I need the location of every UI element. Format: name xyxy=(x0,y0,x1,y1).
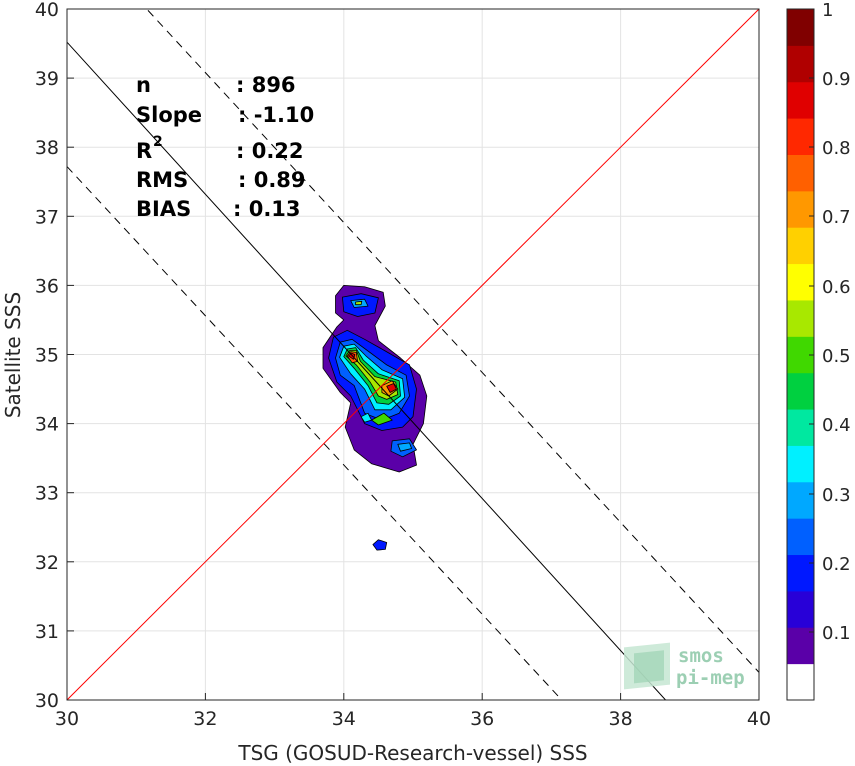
colorbar-segment xyxy=(787,263,814,301)
stat-slope-value: : -1.10 xyxy=(238,103,314,127)
colorbar-segment xyxy=(787,627,814,665)
y-tick-label: 34 xyxy=(35,414,59,436)
x-tick-label: 30 xyxy=(55,708,79,730)
stat-rms-key: RMS xyxy=(136,168,188,192)
colorbar-segment xyxy=(787,118,814,155)
colorbar-tick-label: 0.4 xyxy=(822,415,851,436)
y-tick-label: 38 xyxy=(35,137,59,159)
colorbar-tick-label: 0.6 xyxy=(822,277,851,298)
x-tick-label: 32 xyxy=(193,708,217,730)
fit-line xyxy=(67,41,666,700)
y-tick-label: 39 xyxy=(35,68,59,90)
colorbar-segment xyxy=(787,518,814,556)
stat-bias-value: : 0.13 xyxy=(233,197,301,221)
y-tick-label: 30 xyxy=(35,690,59,712)
stat-r2-sup: 2 xyxy=(153,134,163,150)
logo-text-pi-mep: pi-mep xyxy=(676,667,745,689)
fit-upper-bound-line xyxy=(147,10,759,673)
colorbar-segment xyxy=(787,81,814,119)
stat-n-key: n xyxy=(136,73,151,97)
contour-level xyxy=(360,412,372,423)
x-tick-label: 40 xyxy=(747,708,771,730)
y-axis-label: Satellite SSS xyxy=(1,292,25,418)
colorbar-segment xyxy=(787,190,814,228)
fit-lower-bound-line xyxy=(67,166,563,700)
stat-r2-key: R xyxy=(136,139,152,163)
stat-slope-key: Slope xyxy=(136,103,202,127)
colorbar-segment xyxy=(787,590,814,628)
colorbar-segment xyxy=(787,445,814,483)
stat-n-value: : 896 xyxy=(236,73,296,97)
colorbar-segment xyxy=(787,481,814,519)
colorbar-tick-label: 0.5 xyxy=(822,346,851,367)
x-tick-label: 38 xyxy=(609,708,633,730)
colorbar-tick-label: 0.8 xyxy=(822,138,851,159)
y-tick-label: 33 xyxy=(35,483,59,505)
colorbar-tick-label: 0.9 xyxy=(822,69,851,90)
colorbar-tick-label: 0.7 xyxy=(822,207,851,228)
stat-rms-value: : 0.89 xyxy=(238,168,306,192)
stats-box: n : 896 Slope : -1.10 R 2 : 0.22 RMS : 0… xyxy=(136,73,314,221)
logo-text-smos: smos xyxy=(678,645,724,667)
colorbar-segment xyxy=(787,663,814,701)
x-tick-label: 36 xyxy=(470,708,494,730)
x-tick-label: 34 xyxy=(332,708,356,730)
colorbar-tick-label: 0.3 xyxy=(822,485,851,506)
colorbar-segment xyxy=(787,154,814,192)
y-tick-label: 32 xyxy=(35,552,59,574)
y-tick-label: 35 xyxy=(35,345,59,367)
y-axis-ticks: 30 31 32 33 34 35 36 37 38 39 40 xyxy=(35,0,74,712)
contour-level xyxy=(372,539,388,551)
colorbar-tick-label: 1 xyxy=(822,0,833,21)
contour-level xyxy=(397,442,412,452)
colorbar-segment xyxy=(787,372,814,410)
reference-lines xyxy=(67,9,759,700)
colorbar-segment xyxy=(787,45,814,83)
colorbar-segment xyxy=(787,409,814,446)
logo-mark-inner xyxy=(634,650,664,684)
y-tick-label: 40 xyxy=(35,0,59,21)
colorbar-ticks: 0.1 0.2 0.3 0.4 0.5 0.6 0.7 0.8 0.9 1 xyxy=(809,0,851,644)
identity-line xyxy=(67,9,759,700)
stat-bias-key: BIAS xyxy=(136,197,191,221)
x-axis-ticks: 30 32 34 36 38 40 xyxy=(55,693,771,730)
contour-level xyxy=(371,412,393,426)
colorbar-segment xyxy=(787,227,814,265)
y-tick-label: 31 xyxy=(35,621,59,643)
y-tick-label: 37 xyxy=(35,206,59,228)
x-axis-label: TSG (GOSUD-Research-vessel) SSS xyxy=(237,741,587,765)
colorbar-segment xyxy=(787,9,814,46)
colorbar-segment xyxy=(787,299,814,337)
smos-pi-mep-logo: smos pi-mep xyxy=(624,642,745,690)
colorbar-tick-label: 0.1 xyxy=(822,623,851,644)
y-tick-label: 36 xyxy=(35,275,59,297)
colorbar-segment xyxy=(787,554,814,592)
colorbar xyxy=(786,8,815,701)
contour-level xyxy=(386,383,397,393)
stat-r2-value: : 0.22 xyxy=(236,139,304,163)
contour-level xyxy=(355,300,363,306)
colorbar-tick-label: 0.2 xyxy=(822,554,851,575)
